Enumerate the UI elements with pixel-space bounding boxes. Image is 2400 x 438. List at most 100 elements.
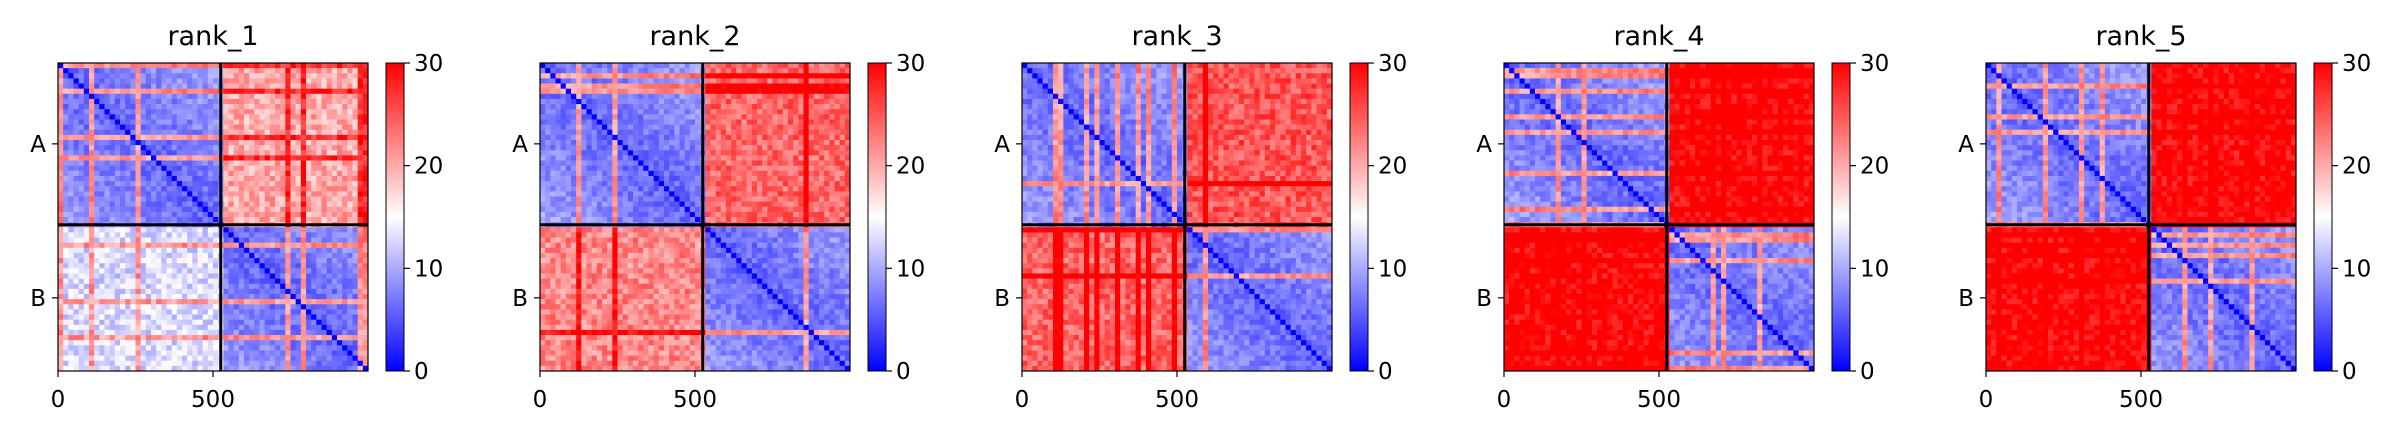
heatmap-cell (602, 73, 608, 79)
heatmap-cell (772, 83, 779, 90)
heatmap-cell (120, 165, 126, 172)
heatmap-cell (187, 165, 193, 172)
heatmap-cell (68, 150, 74, 156)
heatmap-cell (171, 191, 178, 197)
heatmap-cell (176, 119, 183, 125)
heatmap-cell (571, 155, 577, 161)
heatmap-cell (290, 83, 297, 90)
heatmap-cell (762, 145, 768, 151)
heatmap-cell (331, 98, 338, 105)
heatmap-cell (83, 93, 90, 100)
heatmap-cell (244, 129, 250, 136)
heatmap-cell (264, 145, 271, 151)
heatmap-cell (254, 268, 260, 274)
heatmap-cell (104, 247, 111, 254)
heatmap-cell (104, 268, 111, 274)
heatmap-cell (120, 78, 126, 84)
heatmap-cell (140, 355, 147, 362)
heatmap-cell (233, 93, 240, 100)
heatmap-cell (555, 73, 562, 79)
heatmap-cell (337, 314, 343, 321)
heatmap-cell (249, 278, 255, 285)
heatmap-cell (321, 114, 328, 120)
heatmap-cell (228, 78, 235, 84)
heatmap-cell (145, 232, 152, 238)
heatmap-cell (741, 129, 748, 136)
heatmap-cell (321, 181, 328, 187)
heatmap-cell (819, 73, 825, 79)
heatmap-cell (772, 98, 779, 105)
heatmap-cell (586, 140, 593, 146)
heatmap-cell (202, 211, 209, 218)
heatmap-cell (135, 319, 142, 326)
heatmap-cell (68, 165, 74, 172)
heatmap-cell (576, 119, 582, 125)
heatmap-cell (357, 124, 364, 131)
heatmap-cell (362, 273, 369, 279)
heatmap-cell (819, 124, 825, 131)
heatmap-cell (736, 140, 742, 146)
heatmap-cell (772, 68, 779, 74)
heatmap-cell (58, 309, 64, 315)
heatmap-cell (135, 73, 142, 79)
heatmap-cell (182, 314, 188, 321)
heatmap-cell (120, 252, 126, 259)
heatmap-cell (187, 258, 193, 264)
heatmap-cell (223, 78, 229, 84)
heatmap-cell (638, 129, 644, 136)
heatmap-cell (295, 98, 302, 105)
heatmap-cell (720, 129, 727, 136)
heatmap-cell (161, 88, 167, 95)
heatmap-cell (254, 124, 260, 131)
heatmap-cell (233, 109, 240, 115)
heatmap-cell (633, 165, 639, 172)
heatmap-cell (192, 335, 198, 341)
heatmap-cell (622, 124, 629, 131)
heatmap-cell (337, 340, 343, 346)
heatmap-cell (187, 78, 193, 84)
heatmap-cell (171, 150, 178, 156)
heatmap-cell (264, 186, 271, 192)
heatmap-cell (223, 150, 229, 156)
heatmap-cell (352, 109, 359, 115)
heatmap-cell (607, 160, 613, 167)
heatmap-cell (99, 365, 105, 372)
heatmap-cell (135, 114, 142, 120)
heatmap-cell (741, 150, 748, 156)
heatmap-cell (213, 68, 219, 74)
heatmap-cell (176, 104, 183, 110)
heatmap-cell (244, 355, 250, 362)
heatmap-cell (331, 273, 338, 279)
heatmap-cell (285, 73, 291, 79)
heatmap-cell (114, 340, 121, 346)
heatmap-cell (362, 360, 369, 367)
heatmap-cell (89, 88, 95, 95)
heatmap-cell (171, 314, 178, 321)
heatmap-cell (104, 191, 111, 197)
heatmap-cell (798, 104, 804, 110)
heatmap-cell (710, 155, 717, 161)
heatmap-cell (109, 134, 116, 141)
heatmap-cell (342, 186, 348, 192)
heatmap-cell (156, 242, 162, 249)
heatmap-cell (275, 114, 281, 120)
heatmap-cell (244, 299, 250, 305)
heatmap-cell (311, 191, 317, 197)
heatmap-cell (679, 63, 686, 69)
heatmap-cell (300, 314, 307, 321)
heatmap-cell (290, 237, 297, 244)
heatmap-cell (280, 242, 286, 249)
heatmap-cell (726, 134, 732, 141)
heatmap-cell (140, 350, 147, 356)
heatmap-cell (78, 319, 85, 326)
heatmap-cell (156, 345, 162, 351)
heatmap-cell (751, 155, 758, 161)
heatmap-cell (99, 355, 105, 362)
heatmap-cell (264, 309, 271, 315)
heatmap-cell (824, 63, 830, 69)
heatmap-cell (207, 155, 214, 161)
heatmap-cell (295, 268, 302, 274)
heatmap-cell (326, 206, 333, 213)
heatmap-cell (627, 150, 634, 156)
heatmap-cell (197, 186, 204, 192)
